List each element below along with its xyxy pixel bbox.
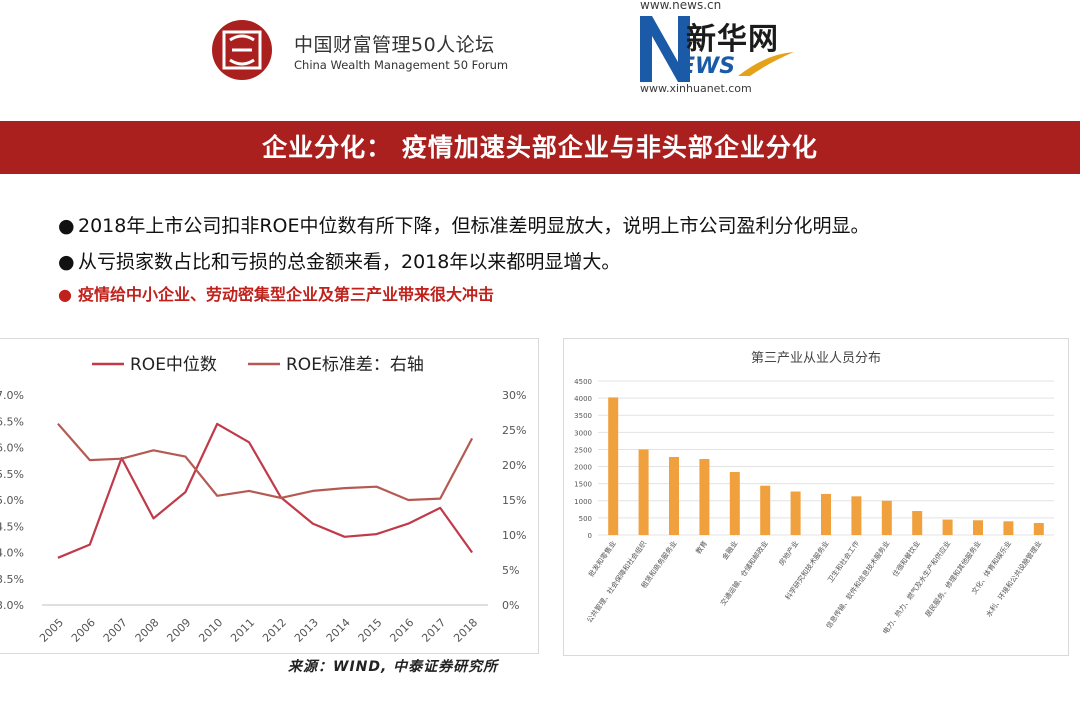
y-left-tick-label: 6.5%: [0, 415, 24, 428]
y-left-tick-label: 4.5%: [0, 520, 24, 533]
y-left-tick-label: 5.5%: [0, 468, 24, 481]
x-tick-label: 2009: [164, 616, 193, 645]
x-tick-label: 2010: [196, 616, 225, 645]
xinhua-news: EWS: [680, 54, 736, 79]
bullet-text: 疫情给中小企业、劳动密集型企业及第三产业带来很大冲击: [78, 285, 495, 304]
x-tick-label: 2016: [387, 616, 416, 645]
x-tick-label: 2014: [324, 616, 353, 645]
y-tick-label: 0: [588, 532, 592, 540]
x-tick-label: 2017: [419, 616, 448, 645]
y-tick-label: 3500: [574, 412, 592, 420]
x-tick-label: 2018: [451, 616, 480, 645]
y-left-tick-label: 6.0%: [0, 442, 24, 455]
x-tick-label: 2006: [69, 616, 98, 645]
y-tick-label: 2500: [574, 446, 592, 454]
y-left-tick-label: 3.5%: [0, 573, 24, 586]
x-tick-label: 批发和零售业: [586, 539, 617, 579]
y-left-tick-label: 4.0%: [0, 547, 24, 560]
legend-label: ROE中位数: [130, 355, 217, 375]
bar: [608, 397, 619, 535]
y-left-tick-label: 7.0%: [0, 389, 24, 402]
x-tick-label: 2008: [133, 616, 162, 645]
y-left-tick-label: 3.0%: [0, 599, 24, 612]
bullet-item: ● 从亏损家数占比和亏损的总金额来看，2018年以来都明显增大。: [58, 244, 1058, 280]
legend-label: ROE标准差：右轴: [286, 355, 424, 375]
xinhua-url-top: www.news.cn: [640, 0, 722, 12]
roe-chart: ROE中位数 ROE标准差：右轴 7.0% 6.5% 6.0% 5.5% 5.0% 4.5% 4…: [0, 338, 539, 654]
y-right-tick-label: 20%: [502, 459, 526, 472]
x-tick-label: 住宿和餐饮业: [890, 539, 921, 579]
bar: [638, 449, 649, 535]
forum-name-cn: 中国财富管理50人论坛: [294, 34, 495, 56]
y-tick-label: 2000: [574, 464, 592, 472]
y-tick-label: 1000: [574, 498, 592, 506]
title-banner: 企业分化： 疫情加速头部企业与非头部企业分化: [0, 121, 1080, 174]
x-tick-label: 水利、环境和公共设施管理业: [984, 539, 1044, 619]
bullet-item-highlight: ● 疫情给中小企业、劳动密集型企业及第三产业带来很大冲击: [58, 280, 1058, 310]
bar: [1003, 521, 1014, 535]
xinhua-logo: www.news.cn 新华网 EWS www.xinhuanet.com: [636, 0, 806, 100]
roe-chart-svg: ROE中位数 ROE标准差：右轴 7.0% 6.5% 6.0% 5.5% 5.0% 4.5% 4…: [0, 355, 526, 645]
bar: [942, 519, 953, 535]
x-tick-label: 房地产业: [777, 539, 800, 567]
bullet-text: 2018年上市公司扣非ROE中位数有所下降，但标准差明显放大，说明上市公司盈利分…: [78, 215, 870, 237]
bar: [881, 500, 892, 535]
x-tick-label: 卫生和社会工作: [826, 539, 861, 584]
bar: [851, 496, 862, 535]
x-tick-label: 2007: [101, 616, 130, 645]
xinhua-name: 新华网: [686, 22, 779, 57]
bar: [973, 520, 983, 535]
roe-std-line: [57, 422, 474, 502]
x-tick-label: 教育: [694, 539, 709, 556]
chart-title: 第三产业从业人员分布: [751, 351, 881, 366]
x-tick-label: 2015: [356, 616, 385, 645]
bar: [729, 472, 740, 535]
x-tick-label: 居民服务、修理和其他服务业: [923, 539, 983, 619]
x-tick-label: 2012: [260, 616, 289, 645]
bullet-dot-icon: ●: [58, 251, 75, 273]
bullet-list: ● 2018年上市公司扣非ROE中位数有所下降，但标准差明显放大，说明上市公司盈…: [58, 208, 1058, 310]
xinhua-url-bottom: www.xinhuanet.com: [640, 82, 752, 95]
y-right-tick-label: 25%: [502, 424, 526, 437]
forum-logo: 中国财富管理50人论坛 China Wealth Management 50 F…: [210, 18, 510, 84]
bar: [1033, 523, 1044, 535]
y-right-tick-label: 30%: [502, 389, 526, 402]
x-tick-label: 公共管理、社会保障和社会组织: [585, 539, 649, 624]
roe-median-line: [57, 422, 473, 559]
y-left-tick-label: 5.0%: [0, 494, 24, 507]
y-tick-label: 4500: [574, 378, 592, 386]
banner-title: 企业分化： 疫情加速头部企业与非头部企业分化: [262, 133, 818, 162]
x-tick-label: 2011: [228, 616, 257, 645]
y-right-tick-label: 15%: [502, 494, 526, 507]
bullet-dot-icon: ●: [58, 285, 72, 304]
y-right-tick-label: 0%: [502, 599, 519, 612]
bar: [669, 456, 679, 535]
bar: [790, 491, 801, 535]
forum-seal-icon: [212, 20, 272, 80]
y-tick-label: 500: [579, 515, 592, 523]
bar: [821, 493, 831, 535]
bullet-item: ● 2018年上市公司扣非ROE中位数有所下降，但标准差明显放大，说明上市公司盈…: [58, 208, 1058, 244]
x-tick-label: 2013: [292, 616, 321, 645]
y-tick-label: 1500: [574, 481, 592, 489]
tertiary-employment-chart: 第三产业从业人员分布 4500 4000 3500 3000 2500 2000 1500 10…: [563, 338, 1069, 656]
bar: [699, 459, 710, 535]
bullet-dot-icon: ●: [58, 215, 75, 237]
x-tick-label: 2005: [37, 616, 66, 645]
y-tick-label: 4000: [574, 395, 592, 403]
y-right-tick-label: 10%: [502, 529, 526, 542]
y-tick-label: 3000: [574, 429, 592, 437]
x-tick-label: 金融业: [720, 539, 739, 561]
xinhua-swoosh-icon: [738, 52, 794, 76]
bullet-text: 从亏损家数占比和亏损的总金额来看，2018年以来都明显增大。: [78, 251, 621, 273]
bar: [912, 511, 923, 535]
forum-name-en: China Wealth Management 50 Forum: [294, 58, 509, 72]
xinhua-n-icon: [640, 16, 690, 82]
x-tick-label: 信息传输、软件和信息技术服务业: [824, 539, 892, 630]
y-right-tick-label: 5%: [502, 564, 519, 577]
source-note: 来源：WIND, 中泰证券研究所: [288, 659, 499, 675]
tertiary-chart-svg: 第三产业从业人员分布 4500 4000 3500 3000 2500 2000 1500 10…: [574, 351, 1054, 636]
bar: [760, 485, 771, 535]
